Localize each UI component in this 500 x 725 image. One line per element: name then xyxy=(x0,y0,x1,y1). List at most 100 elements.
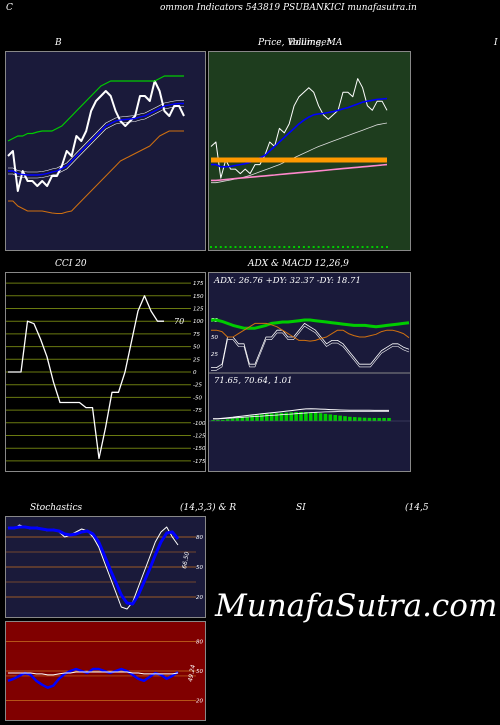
stoch-title: Stochastics xyxy=(30,503,83,513)
cci-tick-label: -150 xyxy=(193,446,205,452)
adx-line xyxy=(211,318,410,330)
cci-tick-label: 50 xyxy=(193,345,200,351)
pm-volume-bar xyxy=(322,246,325,248)
rsi-tick-label: 80 xyxy=(196,640,203,646)
macd-histogram-bar xyxy=(333,415,338,421)
pm-volume-bar xyxy=(317,246,320,248)
macd-histogram-bar xyxy=(240,417,245,421)
pm-ma4-line xyxy=(211,163,388,182)
rsi-rsi-line xyxy=(7,667,179,689)
rsi-params: (14,5 xyxy=(405,503,429,513)
pm-volume-bar xyxy=(342,246,344,248)
pm-volume-bar xyxy=(386,246,388,248)
macd-line xyxy=(213,408,389,420)
pm-volume-bar xyxy=(278,246,281,248)
cci-chart: 175 150 125 100 75 50 25 0 -25 -50 -75 -100 -125 -150… xyxy=(6,281,205,465)
macd-histogram-bar xyxy=(245,416,250,421)
rsi-value-label: 49.24 xyxy=(187,664,197,682)
cci-tick-label: -75 xyxy=(193,408,202,414)
rsi-smooth-line xyxy=(8,671,179,676)
macd-histogram-bar xyxy=(377,417,382,421)
macd-histogram-bar xyxy=(362,417,367,421)
macd-signal-line xyxy=(213,411,389,420)
macd-histogram-bar xyxy=(338,415,342,421)
pm-volume-bar xyxy=(327,246,330,248)
adx-macd-title: ADX & MACD 12,26,9 xyxy=(248,259,349,269)
stoch-d-line xyxy=(8,525,180,606)
bollinger-panel xyxy=(5,51,206,251)
cci-tick-label: 25 xyxy=(193,357,200,363)
adx-tick-label: 50 xyxy=(211,335,218,341)
cci-tick-label: 150 xyxy=(193,294,204,300)
pm-volume-bar xyxy=(356,246,359,248)
pm-volume-bar xyxy=(312,246,315,248)
stoch-tick-label: 50 xyxy=(196,565,203,571)
macd-histogram-bar xyxy=(357,417,362,421)
rsi-tick-label: 50 xyxy=(196,669,203,675)
pm-ma2-line xyxy=(211,122,388,184)
adx-macd-panel: 75 50 25 xyxy=(208,272,411,472)
macd-histogram-bar xyxy=(220,419,225,421)
pm-volume-bar xyxy=(229,246,232,248)
pm-volume-bar xyxy=(219,246,222,248)
price-ma-title: Price, Volume, MA xyxy=(258,38,343,48)
price-ma-title-overlay: Bollinger xyxy=(289,38,331,48)
macd-histogram-bar xyxy=(284,412,289,421)
pm-volume-bar xyxy=(371,246,374,248)
macd-histogram-bar xyxy=(323,413,328,421)
macd-histogram-bar xyxy=(328,414,333,421)
adx-minus-di-line xyxy=(211,322,410,342)
macd-histogram-bar xyxy=(382,417,386,421)
macd-histogram-bar xyxy=(387,417,391,421)
pm-price-line xyxy=(210,78,388,179)
pm-volume-bar xyxy=(249,246,252,248)
adx-values: ADX: 26.76 +DY: 32.37 -DY: 18.71 xyxy=(214,276,361,286)
pm-volume-bar xyxy=(268,246,271,248)
pm-volume-bar xyxy=(381,246,384,248)
pm-volume-bar xyxy=(224,246,227,248)
adx-plus-di-line xyxy=(211,323,410,368)
cci-tick-label: -100 xyxy=(193,421,205,427)
adx-plus-di-shadow-line xyxy=(211,325,410,371)
pm-volume-bar xyxy=(263,246,266,248)
pm-volume-bar xyxy=(283,246,286,248)
macd-histogram-bar xyxy=(348,416,352,421)
macd-histogram-bar xyxy=(304,412,308,421)
bb-middle-line-upper-edge xyxy=(8,106,184,179)
cci-tick-label: 175 xyxy=(193,281,204,287)
stoch-tick-label: 20 xyxy=(196,595,203,601)
stoch-value-label: 66.50 xyxy=(181,551,191,569)
bb-middle-line xyxy=(8,102,184,176)
rsi-title: SI xyxy=(296,503,306,513)
macd-histogram-bar xyxy=(313,412,318,421)
macd-histogram-bar xyxy=(269,413,274,421)
pm-volume-bar xyxy=(298,246,300,248)
pm-volume-bar xyxy=(210,246,212,248)
stoch-panel: 80 50 20 66.50 xyxy=(5,516,206,618)
pm-volume-bar xyxy=(307,246,310,248)
bb-upper-line xyxy=(7,75,184,142)
cci-tick-label: 125 xyxy=(193,306,204,312)
macd-values: 71.65, 70.64, 1.01 xyxy=(214,376,293,386)
pm-volume-bar xyxy=(244,246,247,248)
adx-tick-label: 25 xyxy=(211,352,218,358)
price-ma-panel xyxy=(208,51,411,251)
price-ma-right-edge: I xyxy=(494,38,498,48)
bb-middle-line-lower-edge xyxy=(8,100,184,173)
stoch-chart: 80 50 20 66.50 xyxy=(6,524,203,610)
pm-volume-bar xyxy=(332,246,335,248)
rsi-tick-label: 20 xyxy=(196,698,203,704)
page-title: ommon Indicators 543819 PSUBANKICI munaf… xyxy=(160,3,417,13)
macd-histogram-bar xyxy=(367,417,372,421)
macd-histogram-bar xyxy=(260,414,264,421)
cci-tick-label: 75 xyxy=(193,332,200,338)
bb-lower-line xyxy=(8,130,184,214)
cci-value-label: 70 xyxy=(174,317,184,326)
macd-histogram-bar xyxy=(225,419,230,421)
pm-volume-bar xyxy=(214,246,217,248)
macd-histogram-bar xyxy=(235,418,240,421)
pm-volume-bar xyxy=(346,246,349,248)
pm-volume-bar xyxy=(302,246,305,248)
cci-panel: 175 150 125 100 75 50 25 0 -25 -50 -75 -100 -125 -150… xyxy=(5,272,206,472)
